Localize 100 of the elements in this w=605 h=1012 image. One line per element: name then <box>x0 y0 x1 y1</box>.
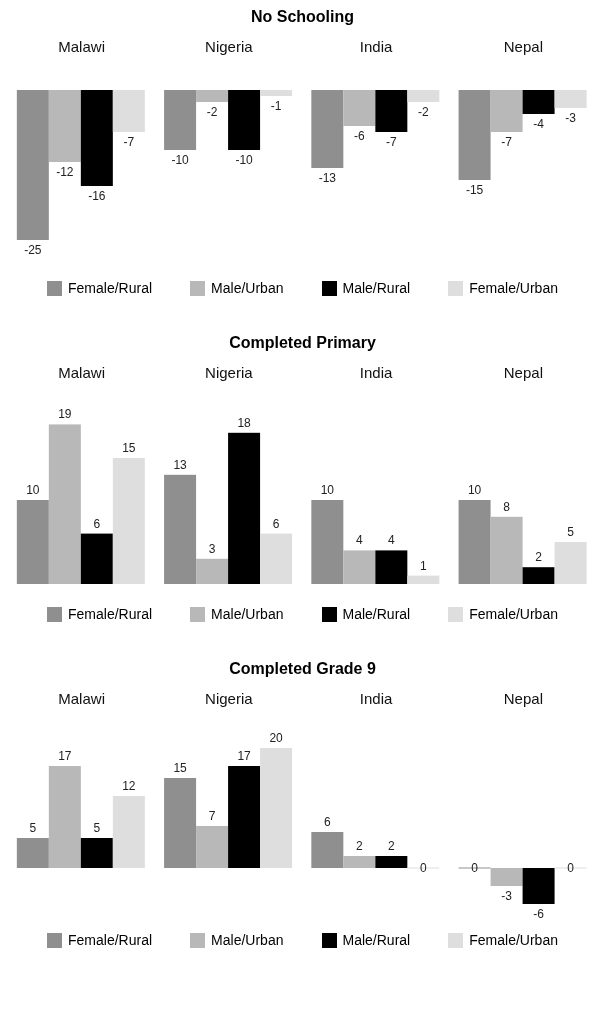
bar <box>112 796 145 868</box>
bar <box>490 516 523 584</box>
data-label: 0 <box>471 861 479 875</box>
x-tick-label: Nigeria <box>205 38 254 55</box>
bar <box>375 550 408 584</box>
data-label: 10 <box>26 483 40 497</box>
x-tick-label: India <box>359 364 394 381</box>
bar <box>196 826 229 868</box>
bar <box>48 766 81 868</box>
bar <box>80 838 113 868</box>
data-label: -7 <box>386 135 397 149</box>
bar <box>407 575 440 584</box>
legend-label: Male/Urban <box>211 932 284 948</box>
data-label: 10 <box>320 483 335 497</box>
data-label: -7 <box>123 135 135 149</box>
bar <box>228 432 261 584</box>
data-label: 18 <box>237 415 252 430</box>
data-label: 4 <box>355 533 363 548</box>
data-label: 4 <box>387 533 395 548</box>
data-label: 3 <box>208 541 216 556</box>
bar <box>375 856 408 868</box>
data-label: 13 <box>173 457 188 472</box>
chart-title: No Schooling <box>249 8 356 26</box>
data-label: -4 <box>533 117 545 131</box>
x-tick-label: India <box>359 690 394 707</box>
legend-label: Male/Urban <box>211 606 284 622</box>
bar <box>80 533 113 584</box>
x-tick-label: Malawi <box>58 364 105 381</box>
bar <box>311 832 344 868</box>
data-label: -16 <box>88 189 106 203</box>
legend-label: Female/Urban <box>469 932 558 948</box>
data-label: 2 <box>535 550 543 565</box>
legend-label: Female/Urban <box>469 280 558 296</box>
data-label: -6 <box>354 129 365 143</box>
legend-label: Female/Rural <box>68 606 153 622</box>
data-label: -3 <box>501 889 513 903</box>
bar <box>260 533 293 584</box>
data-label: 2 <box>387 839 395 853</box>
x-tick-label: Nigeria <box>205 690 254 707</box>
data-label: 6 <box>93 516 101 531</box>
bar <box>343 550 376 584</box>
data-label: 5 <box>567 525 575 539</box>
data-label: 12 <box>122 779 136 793</box>
bar <box>343 856 376 868</box>
data-label: 10 <box>467 483 482 497</box>
bar <box>16 838 49 868</box>
bar <box>458 500 491 584</box>
bar <box>522 868 555 904</box>
data-label: -25 <box>24 243 42 257</box>
bar <box>554 542 587 584</box>
data-label: 0 <box>419 861 427 875</box>
bar <box>112 458 145 584</box>
data-label: 5 <box>93 821 101 835</box>
x-tick-label: Malawi <box>58 690 105 707</box>
legend-label: Male/Urban <box>211 280 284 296</box>
data-label: 6 <box>323 815 331 829</box>
legend-label: Female/Rural <box>68 280 153 296</box>
data-label: -6 <box>533 907 545 921</box>
chart-title: Completed Primary <box>228 334 377 352</box>
data-label: -7 <box>501 135 513 149</box>
bar <box>260 748 293 868</box>
x-tick-label: Nepal <box>503 38 543 55</box>
data-label: -10 <box>171 153 190 167</box>
data-label: -3 <box>565 111 577 125</box>
legend-label: Male/Rural <box>342 606 411 622</box>
x-tick-label: Nepal <box>503 690 543 707</box>
legend-label: Female/Urban <box>469 606 558 622</box>
data-label: 7 <box>208 809 216 823</box>
data-label: -2 <box>418 105 429 119</box>
x-tick-label: Nigeria <box>205 364 254 381</box>
data-label: 17 <box>237 749 252 763</box>
legend-label: Male/Rural <box>342 932 411 948</box>
data-label: -12 <box>56 165 74 179</box>
legend-label: Female/Rural <box>68 932 153 948</box>
data-label: 0 <box>567 861 575 875</box>
x-tick-label: Malawi <box>58 38 105 55</box>
data-label: -1 <box>270 99 282 113</box>
data-label: -13 <box>318 171 337 185</box>
x-tick-label: India <box>359 38 394 55</box>
data-label: -15 <box>465 183 484 197</box>
bar <box>490 868 523 886</box>
bar <box>164 474 197 584</box>
bar <box>164 778 197 868</box>
data-label: 20 <box>269 731 284 745</box>
bar <box>522 567 555 584</box>
data-label: 17 <box>58 749 72 763</box>
data-label: 15 <box>173 761 188 775</box>
data-label: 19 <box>58 407 72 422</box>
bar <box>196 558 229 584</box>
bar <box>228 766 261 868</box>
legend-label: Male/Rural <box>342 280 411 296</box>
x-tick-label: Nepal <box>503 364 543 381</box>
data-label: -2 <box>206 105 218 119</box>
bar <box>48 424 81 584</box>
bar <box>16 500 49 584</box>
data-label: 5 <box>29 821 37 835</box>
data-label: 8 <box>503 499 511 514</box>
data-label: 6 <box>272 516 280 531</box>
bar <box>311 500 344 584</box>
chart-title: Completed Grade 9 <box>228 660 377 678</box>
